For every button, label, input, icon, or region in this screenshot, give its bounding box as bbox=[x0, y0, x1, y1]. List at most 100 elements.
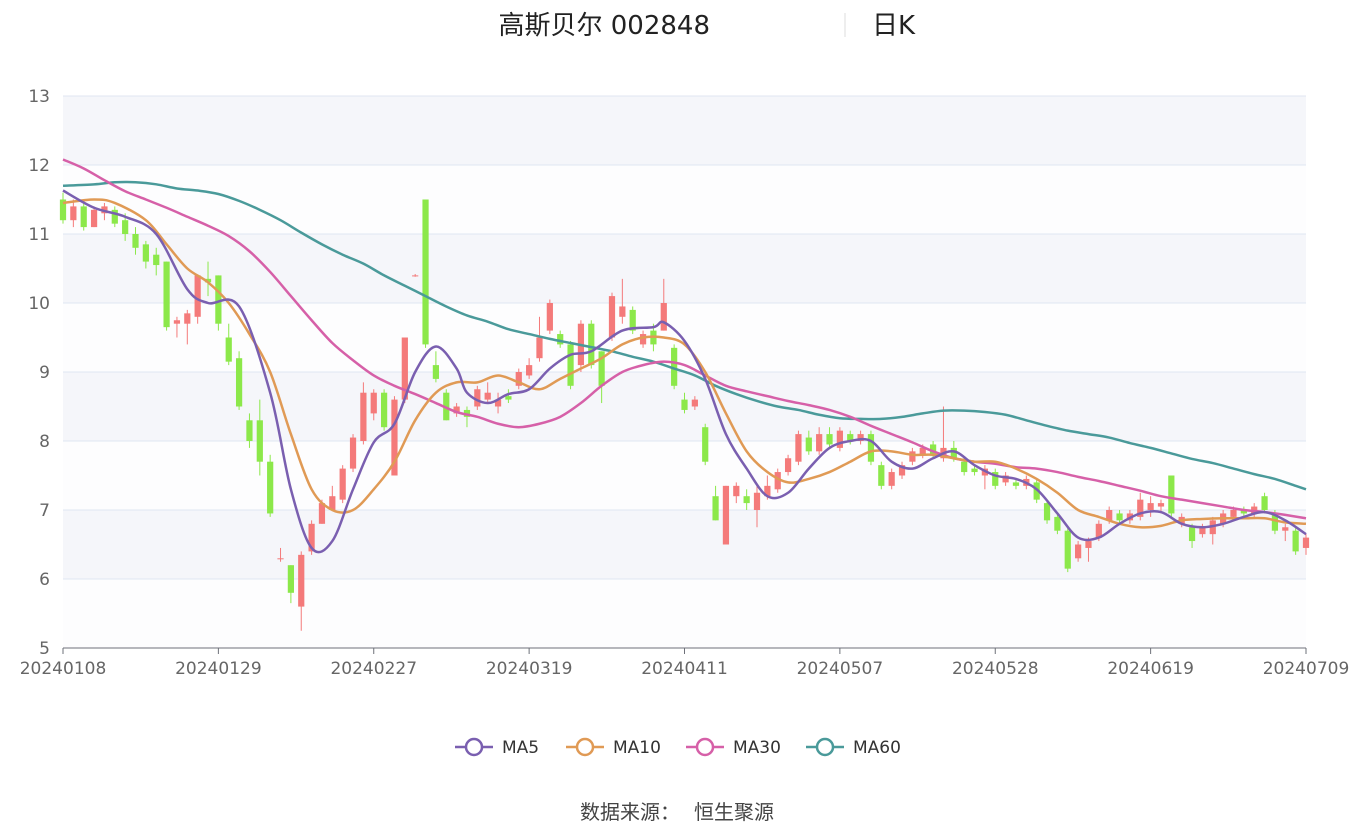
legend-item-ma10[interactable]: MA10 bbox=[566, 737, 661, 758]
candle bbox=[515, 368, 522, 390]
candle-body bbox=[412, 275, 419, 277]
candle-body bbox=[1199, 527, 1206, 535]
candle-body bbox=[329, 496, 336, 510]
candle-body bbox=[122, 220, 129, 234]
candle-body bbox=[753, 492, 761, 510]
candle bbox=[1012, 478, 1020, 490]
candle bbox=[412, 274, 419, 277]
candle-body bbox=[432, 365, 440, 379]
y-tick-label: 8 bbox=[39, 432, 50, 452]
candle bbox=[878, 461, 885, 490]
legend-item-ma5[interactable]: MA5 bbox=[455, 737, 539, 758]
candle-body bbox=[1292, 530, 1299, 552]
candle-body bbox=[909, 451, 916, 462]
candle-body bbox=[349, 437, 357, 469]
candle bbox=[774, 468, 781, 493]
candle-body bbox=[1075, 544, 1082, 559]
candle bbox=[836, 427, 843, 452]
candle bbox=[1282, 523, 1289, 542]
grid-band bbox=[63, 441, 1306, 510]
legend-label: MA60 bbox=[853, 738, 901, 758]
candle-body bbox=[1085, 541, 1092, 548]
candle-body bbox=[878, 465, 885, 486]
candle-body bbox=[857, 434, 864, 441]
candle-body bbox=[929, 444, 937, 455]
candle-body bbox=[526, 365, 533, 376]
candle-body bbox=[961, 461, 968, 473]
candle bbox=[215, 275, 222, 331]
candle bbox=[526, 358, 533, 379]
candle bbox=[256, 399, 263, 476]
candle bbox=[505, 389, 512, 404]
ma60-line bbox=[62, 180, 1307, 491]
x-tick-label: 20240619 bbox=[1107, 659, 1194, 679]
candle bbox=[546, 299, 553, 335]
candle bbox=[339, 465, 346, 504]
candle bbox=[381, 389, 388, 431]
candle-body bbox=[235, 358, 243, 407]
candle-body bbox=[1157, 503, 1165, 507]
candle-body bbox=[1002, 475, 1009, 483]
candle-body bbox=[733, 485, 740, 497]
candle-body bbox=[267, 461, 274, 514]
candle-body bbox=[474, 389, 481, 407]
x-tick-label: 20240411 bbox=[641, 659, 728, 679]
candle-body bbox=[702, 427, 709, 462]
candle bbox=[1075, 541, 1082, 562]
x-tick-label: 20240129 bbox=[175, 659, 262, 679]
candle-body bbox=[111, 209, 118, 224]
x-tick-label: 20240507 bbox=[797, 659, 884, 679]
candle bbox=[567, 340, 574, 390]
candle bbox=[1002, 472, 1009, 486]
candle-body bbox=[1168, 475, 1175, 514]
candle bbox=[329, 485, 336, 510]
x-tick-label: 20240709 bbox=[1263, 659, 1350, 679]
candle bbox=[1240, 506, 1247, 517]
candle bbox=[1261, 492, 1268, 514]
candle-body bbox=[360, 392, 367, 441]
x-axis: 20240108 20240129 20240227 20240319 20240411… bbox=[20, 647, 1350, 679]
chart-subtitle: 日K bbox=[872, 11, 916, 41]
candle bbox=[267, 454, 274, 517]
candle bbox=[235, 351, 243, 410]
candle bbox=[909, 447, 916, 466]
y-tick-label: 10 bbox=[28, 294, 50, 314]
candle bbox=[898, 461, 906, 479]
candle-body bbox=[546, 303, 553, 331]
candle-body bbox=[743, 496, 750, 504]
candle bbox=[702, 423, 709, 466]
candle-body bbox=[484, 392, 491, 400]
candle bbox=[712, 485, 719, 521]
candle bbox=[536, 316, 543, 362]
candle-body bbox=[950, 447, 957, 459]
candle bbox=[1033, 478, 1040, 504]
candle bbox=[671, 344, 678, 390]
candle bbox=[432, 351, 440, 383]
candle bbox=[557, 330, 564, 348]
candle bbox=[784, 454, 792, 476]
candle-body bbox=[163, 261, 170, 328]
candle bbox=[743, 489, 750, 510]
candle-body bbox=[246, 420, 253, 441]
candle-body bbox=[1261, 496, 1268, 510]
candle-body bbox=[608, 296, 616, 338]
legend-item-ma30[interactable]: MA30 bbox=[686, 737, 781, 758]
legend-label: MA30 bbox=[733, 738, 781, 758]
legend-item-ma60[interactable]: MA60 bbox=[806, 737, 901, 758]
candle bbox=[681, 392, 688, 414]
candle bbox=[1116, 510, 1123, 524]
candle-body bbox=[225, 337, 232, 362]
candle-body bbox=[795, 434, 802, 462]
legend[interactable]: MA5 MA10 MA30 MA60 bbox=[455, 737, 901, 758]
candle bbox=[826, 427, 833, 448]
candle-body bbox=[712, 496, 719, 521]
candle bbox=[59, 192, 67, 224]
candle bbox=[90, 206, 98, 228]
candle bbox=[484, 382, 491, 404]
candle-body bbox=[784, 458, 792, 473]
grid-band bbox=[63, 303, 1306, 372]
legend-circle-icon bbox=[695, 737, 715, 757]
candle-body bbox=[59, 199, 67, 221]
candle-body bbox=[722, 485, 730, 545]
candle bbox=[722, 485, 730, 545]
